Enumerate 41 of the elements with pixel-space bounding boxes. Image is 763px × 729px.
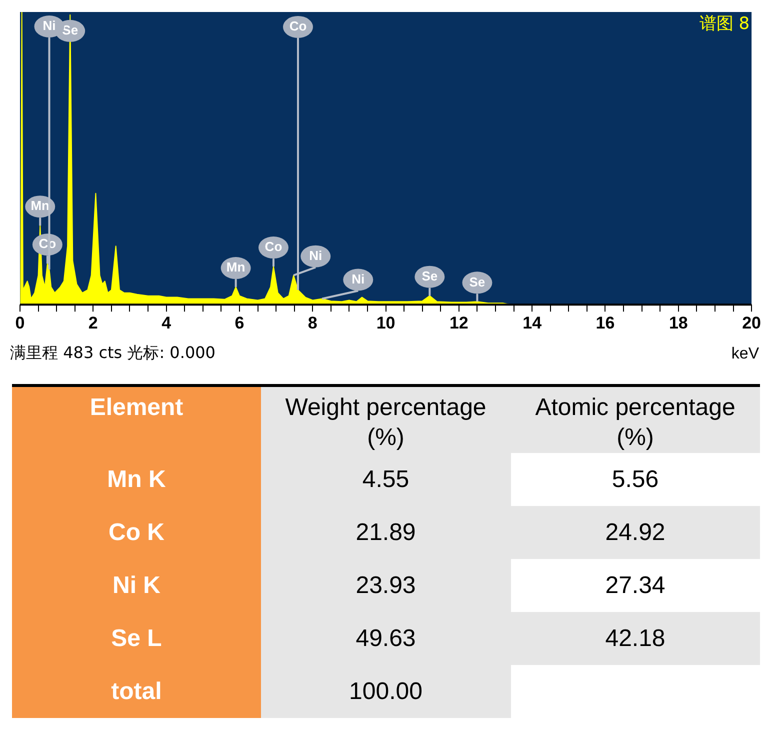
- x-tick-label: 20: [742, 313, 762, 332]
- data-label: 24.92: [510, 506, 760, 559]
- annotation: Se: [469, 274, 486, 290]
- data-label: 42.18: [510, 612, 760, 665]
- annotation: Mn: [226, 260, 246, 275]
- series-label: Weight percentage (%): [261, 386, 510, 453]
- x-axis-title: keV: [731, 345, 760, 362]
- data-label: 4.55: [261, 453, 510, 506]
- x-tick-label: 0: [15, 313, 25, 332]
- category-label: Ni K: [12, 559, 261, 612]
- annotation: Mn: [30, 198, 50, 214]
- x-tick-label: 6: [234, 313, 244, 332]
- x-tick-label: 12: [449, 313, 468, 332]
- data-label: 100.00: [261, 665, 510, 718]
- annotation: Se: [422, 268, 438, 284]
- data-label: 23.93: [261, 559, 510, 612]
- data-label: 21.89: [261, 506, 510, 559]
- annotation: Co: [289, 18, 307, 34]
- category-label: Se L: [12, 612, 261, 665]
- x-tick-label: 16: [596, 313, 615, 332]
- category-label: total: [12, 665, 261, 718]
- x-tick-label: 14: [522, 313, 542, 332]
- annotation: Se: [62, 22, 78, 38]
- data-label: 27.34: [510, 559, 760, 612]
- x-tick-label: 2: [88, 313, 98, 332]
- series-label: Atomic percentage (%): [510, 386, 760, 453]
- chart-title: 谱图 8: [699, 14, 750, 34]
- annotation: Ni: [309, 248, 322, 263]
- x-tick-label: 4: [162, 313, 172, 332]
- data-label: 49.63: [261, 612, 510, 665]
- data-label: 5.56: [510, 453, 760, 506]
- annotation: Co: [264, 239, 282, 254]
- x-tick-label: 18: [668, 313, 688, 332]
- text: 满里程 483 cts 光标: 0.000: [10, 343, 216, 362]
- annotation: Ni: [42, 18, 56, 34]
- x-tick-label: 10: [376, 313, 396, 332]
- x-tick-label: 8: [308, 313, 318, 332]
- category-label: Mn K: [12, 453, 261, 506]
- category-label: Co K: [12, 506, 261, 559]
- annotation: Ni: [352, 271, 365, 286]
- text: Element: [12, 386, 261, 453]
